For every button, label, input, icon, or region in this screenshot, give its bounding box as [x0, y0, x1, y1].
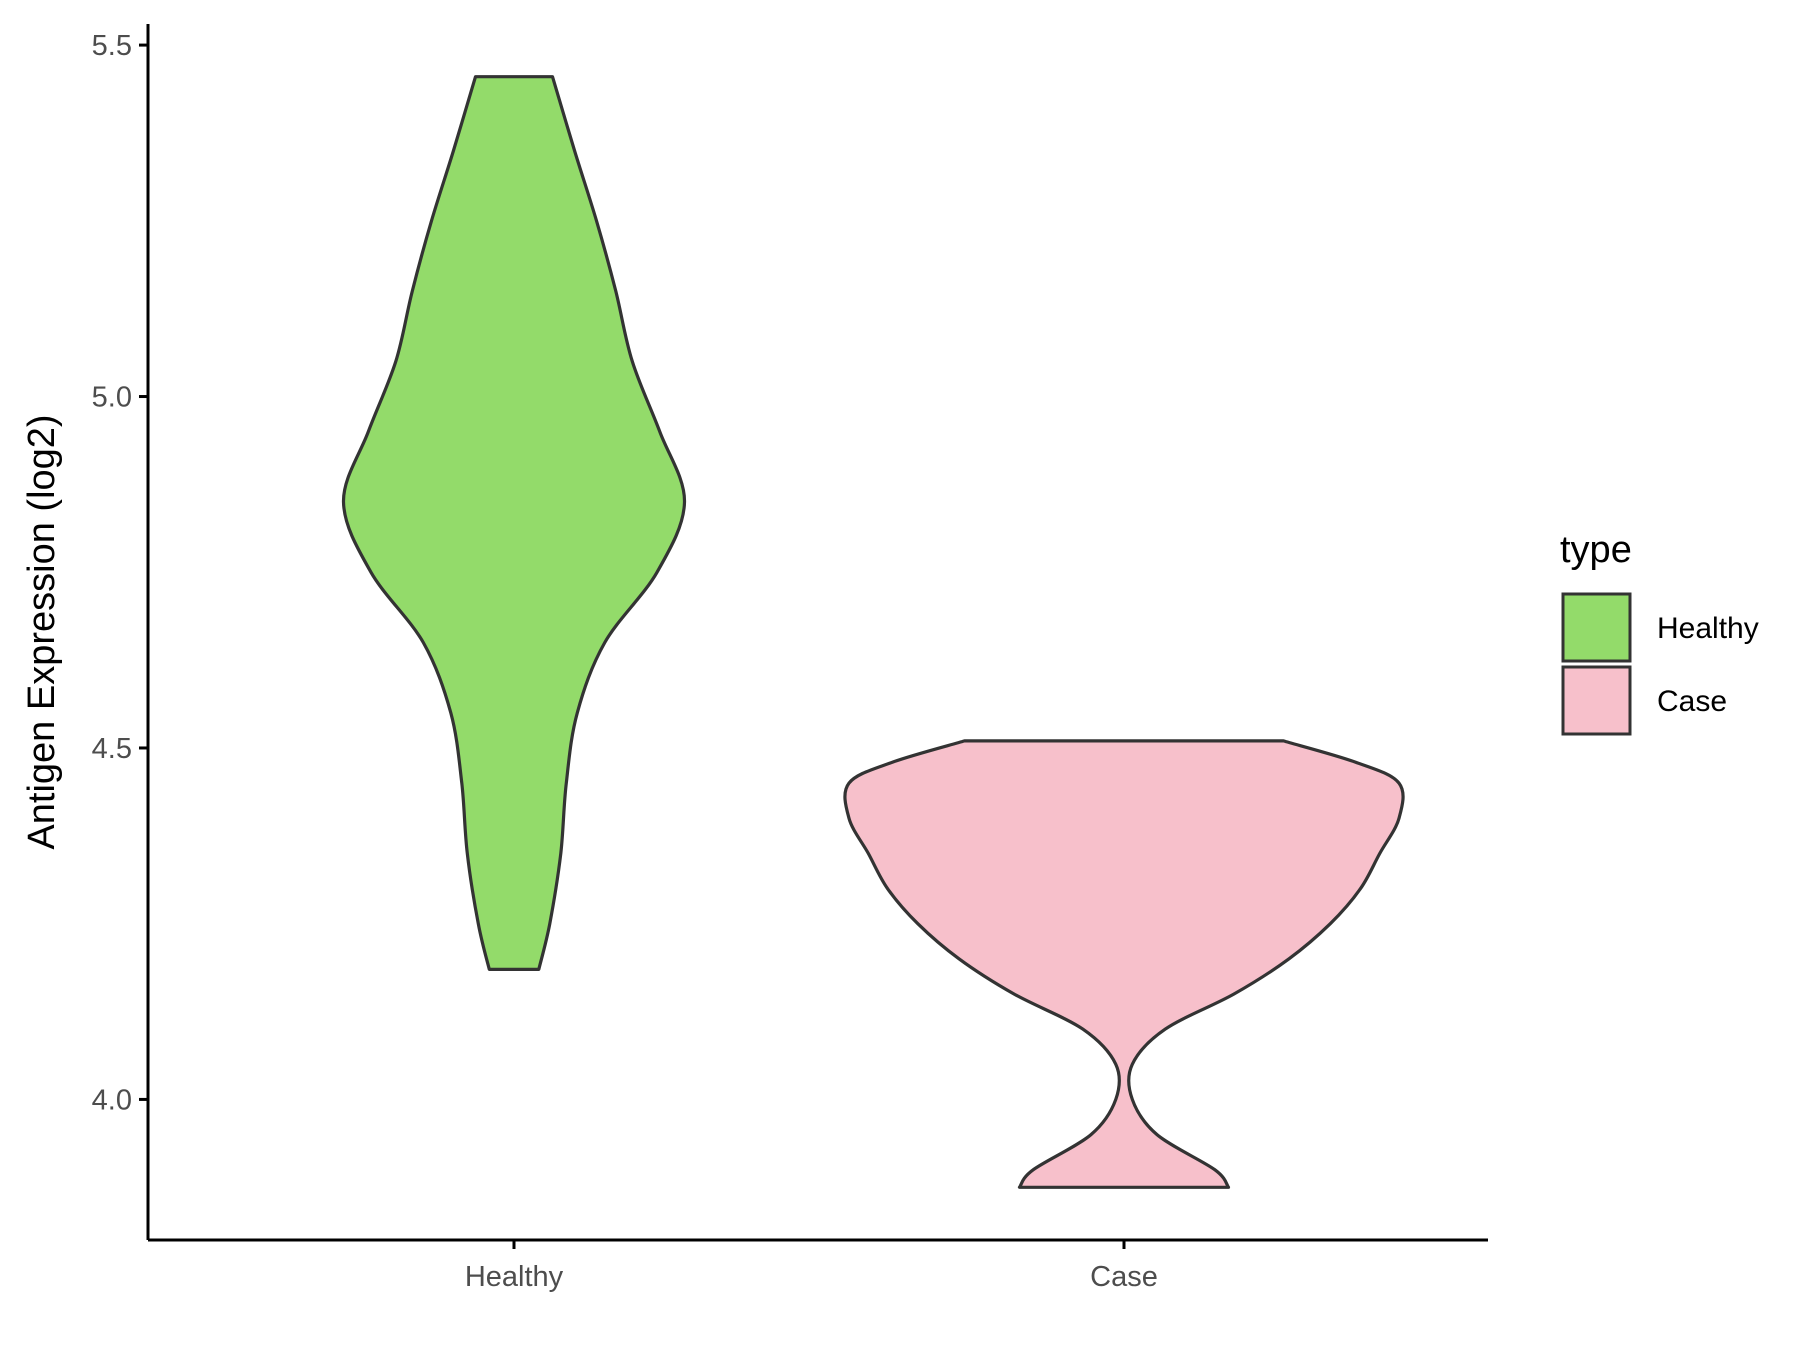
violin-case — [843, 739, 1405, 1189]
x-tick-label: Case — [1090, 1261, 1158, 1293]
legend-swatch — [1561, 592, 1632, 663]
y-tick-label: 5.5 — [92, 30, 132, 62]
y-axis-title: Antigen Expression (log2) — [21, 414, 63, 849]
y-tick-label: 4.5 — [92, 733, 132, 765]
legend-label: Case — [1657, 685, 1727, 718]
legend-title: type — [1560, 529, 1632, 571]
axes-layer — [146, 24, 1488, 1242]
legend: type Healthy Case — [1560, 529, 1759, 736]
x-tick-label: Healthy — [465, 1261, 564, 1293]
x-ticks: Healthy Case — [465, 1240, 1158, 1293]
y-tick-label: 4.0 — [92, 1084, 132, 1116]
violins-layer — [341, 75, 1405, 1189]
violin-healthy — [341, 75, 687, 971]
legend-swatch — [1561, 665, 1632, 736]
y-ticks: 4.0 4.5 5.0 5.5 — [92, 30, 148, 1116]
y-tick-label: 5.0 — [92, 382, 132, 414]
legend-label: Healthy — [1657, 612, 1759, 645]
